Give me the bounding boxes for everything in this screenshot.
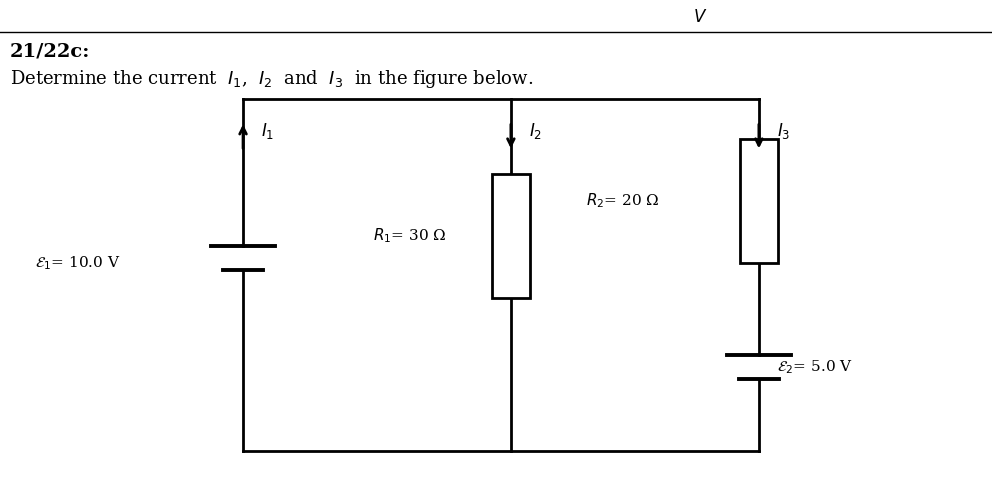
Text: Determine the current  $I_1$,  $I_2$  and  $I_3$  in the figure below.: Determine the current $I_1$, $I_2$ and $…: [10, 68, 533, 90]
Text: 21/22c:: 21/22c:: [10, 42, 90, 60]
Text: $I_3$: $I_3$: [777, 122, 790, 141]
Text: $R_1$= 30 Ω: $R_1$= 30 Ω: [373, 226, 446, 245]
Text: $\mathcal{E}_1$= 10.0 V: $\mathcal{E}_1$= 10.0 V: [35, 254, 120, 272]
Bar: [492, 174, 530, 298]
Bar: [740, 139, 778, 263]
Text: $\mathcal{E}_2$= 5.0 V: $\mathcal{E}_2$= 5.0 V: [777, 358, 852, 376]
Text: $I_2$: $I_2$: [529, 122, 542, 141]
Text: $R_2$= 20 Ω: $R_2$= 20 Ω: [586, 191, 660, 210]
Text: $I_1$: $I_1$: [261, 122, 274, 141]
Text: V: V: [693, 8, 705, 26]
